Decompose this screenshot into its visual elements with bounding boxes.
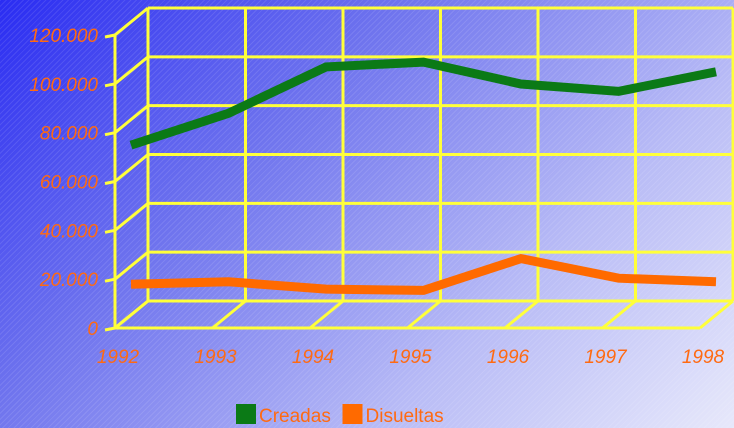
gridline-depth — [114, 6, 149, 37]
legend-swatch-creadas — [236, 404, 256, 424]
y-tick-label: 80.000 — [40, 124, 99, 145]
x-tick-label: 1998 — [682, 347, 725, 368]
y-tick-mark — [104, 326, 116, 332]
floor-gridline — [601, 299, 637, 330]
y-tick-mark — [104, 180, 116, 185]
y-tick-mark — [104, 33, 116, 39]
gridline-depth — [114, 104, 149, 134]
floor-gridline — [504, 299, 539, 330]
floor-gridline — [114, 299, 149, 330]
floor-gridline — [211, 299, 247, 330]
series-line-disueltas — [130, 253, 717, 295]
floor-gridline — [406, 299, 442, 330]
y-tick-label: 40.000 — [40, 221, 99, 242]
legend-label-disueltas: Disueltas — [366, 406, 444, 427]
gridline-depth — [114, 153, 149, 183]
x-tick-label: 1992 — [97, 347, 140, 368]
x-tick-label: 1996 — [487, 347, 530, 368]
gridline-depth — [114, 202, 149, 232]
gridline-depth — [114, 55, 149, 85]
y-tick-label: 0 — [87, 319, 98, 340]
y-tick-mark — [104, 228, 116, 234]
legend-label-creadas: Creadas — [259, 406, 331, 427]
legend-swatch-disueltas — [342, 404, 363, 424]
y-tick-mark — [104, 82, 116, 88]
y-tick-label: 100.000 — [29, 75, 98, 96]
y-tick-label: 20.000 — [39, 270, 99, 291]
y-tick-mark — [104, 277, 116, 283]
x-tick-label: 1994 — [292, 347, 334, 368]
y-tick-mark — [104, 131, 116, 137]
series-line-creadas — [129, 57, 717, 150]
x-tick-label: 1993 — [194, 347, 237, 368]
gridline-depth — [114, 251, 149, 281]
x-tick-label: 1997 — [584, 347, 628, 368]
floor-gridline — [699, 299, 734, 330]
floor-gridline — [309, 299, 344, 330]
x-tick-label: 1995 — [389, 347, 432, 368]
y-tick-label: 60.000 — [40, 173, 99, 194]
y-tick-label: 120.000 — [29, 26, 98, 47]
